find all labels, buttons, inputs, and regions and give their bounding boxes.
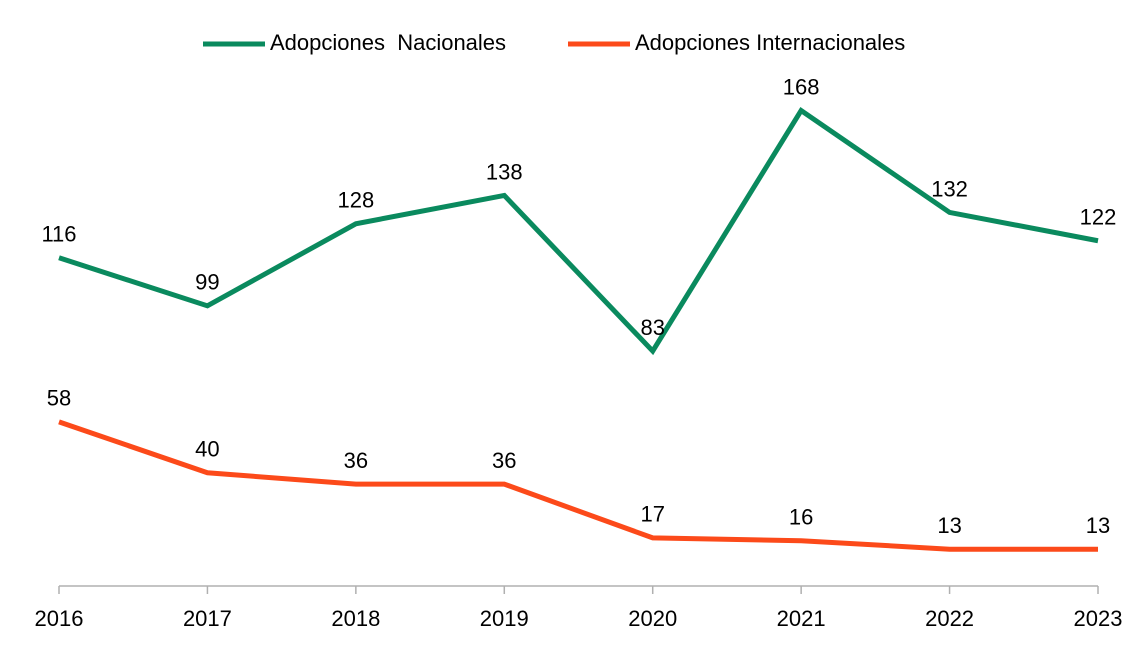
- x-tick-label: 2020: [628, 606, 677, 631]
- data-label: 122: [1080, 205, 1117, 230]
- data-label: 128: [337, 188, 374, 213]
- x-tick-label: 2021: [777, 606, 826, 631]
- data-label: 13: [1086, 513, 1110, 538]
- data-label: 40: [195, 437, 219, 462]
- legend-label: Adopciones Internacionales: [635, 30, 905, 55]
- data-label: 17: [640, 502, 664, 527]
- data-label: 99: [195, 270, 219, 295]
- x-tick-label: 2019: [480, 606, 529, 631]
- data-label: 83: [640, 315, 664, 340]
- x-tick-label: 2017: [183, 606, 232, 631]
- x-tick-label: 2023: [1074, 606, 1123, 631]
- legend-label: Adopciones Nacionales: [270, 30, 506, 55]
- data-label: 132: [931, 176, 968, 201]
- series-line: [58, 107, 1099, 356]
- x-tick-label: 2018: [331, 606, 380, 631]
- x-tick-label: 2022: [925, 606, 974, 631]
- data-label: 138: [486, 159, 523, 184]
- data-label: 58: [47, 386, 71, 411]
- data-label: 36: [344, 448, 368, 473]
- data-label: 13: [937, 513, 961, 538]
- data-label: 168: [783, 74, 820, 99]
- x-tick-label: 2016: [35, 606, 84, 631]
- data-label: 116: [41, 222, 76, 247]
- series-line: [58, 419, 1098, 552]
- data-label: 16: [789, 505, 813, 530]
- data-label: 36: [492, 448, 516, 473]
